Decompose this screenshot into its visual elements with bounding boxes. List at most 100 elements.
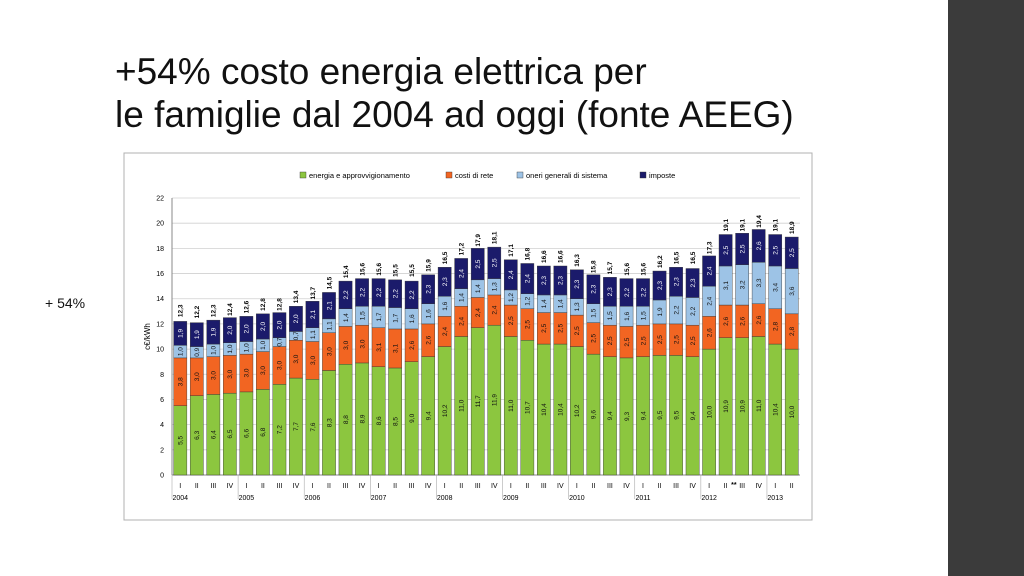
segment-label: 2,5	[607, 336, 614, 345]
segment-label: 2,2	[392, 289, 399, 298]
x-tick-label: III	[607, 483, 613, 490]
segment-label: 2,3	[425, 284, 432, 293]
segment-label: 2,3	[442, 277, 449, 286]
segment-label: 9,3	[624, 412, 631, 421]
segment-label: 1,1	[326, 321, 333, 330]
legend-swatch	[299, 171, 307, 179]
x-tick-label: II	[327, 483, 331, 490]
year-label: 2009	[503, 495, 519, 502]
bar-segment	[520, 263, 535, 294]
segment-label: 2,1	[326, 301, 333, 310]
segment-label: 2,3	[657, 281, 664, 290]
total-label: 15,8	[591, 260, 598, 273]
segment-label: 2,6	[409, 340, 416, 349]
segment-label: 1,4	[459, 293, 466, 302]
bar-segment	[619, 278, 634, 307]
total-label: 18,1	[492, 231, 499, 244]
slide-title: +54% costo energia elettrica per le famig…	[115, 51, 794, 135]
bar-segment	[289, 306, 303, 332]
annotation: **	[731, 482, 737, 489]
segment-label: 2,5	[624, 337, 631, 346]
segment-label: 2,6	[756, 241, 763, 250]
x-tick-label: III	[210, 483, 216, 490]
segment-label: 10,9	[739, 400, 746, 413]
total-label: 16,8	[525, 247, 532, 260]
segment-label: 2,0	[227, 325, 234, 334]
bar-segment	[256, 313, 270, 340]
segment-label: 8,9	[359, 414, 366, 423]
total-label: 19,1	[773, 218, 780, 231]
total-label: 15,7	[607, 261, 614, 274]
bar-segment	[553, 265, 568, 296]
bar-segment	[305, 301, 320, 328]
y-tick-label: 20	[156, 221, 164, 228]
year-label: 2011	[635, 495, 650, 502]
x-tick-label: III	[673, 483, 679, 490]
total-label: 19,1	[723, 218, 730, 231]
bar-segment	[173, 321, 188, 346]
bar-segment	[223, 317, 237, 343]
y-tick-label: 8	[160, 372, 164, 379]
segment-label: 10,0	[706, 405, 713, 418]
segment-label: 1,6	[442, 301, 449, 310]
segment-label: 9,5	[673, 410, 680, 419]
bar-segment	[206, 319, 221, 345]
segment-label: 2,3	[690, 278, 697, 287]
segment-label: 2,2	[409, 290, 416, 299]
bar-segment	[371, 278, 386, 307]
segment-label: 2,3	[541, 276, 548, 285]
segment-label: 3,2	[739, 280, 746, 289]
x-tick-label: III	[541, 483, 547, 490]
segment-label: 3,4	[773, 282, 780, 291]
bar-segment	[784, 236, 799, 269]
segment-label: 1,9	[178, 328, 185, 337]
y-tick-label: 14	[156, 296, 164, 303]
segment-label: 2,4	[706, 296, 713, 305]
segment-label: 3,6	[789, 286, 796, 295]
segment-label: 0,9	[194, 347, 201, 356]
segment-label: 10,4	[773, 403, 780, 416]
segment-label: 1,6	[425, 309, 432, 318]
segment-label: 2,8	[789, 327, 796, 336]
y-tick-label: 2	[160, 447, 164, 454]
segment-label: 11,0	[459, 399, 466, 412]
legend-label: energia e approvvigionamento	[309, 171, 410, 180]
segment-label: 1,3	[574, 302, 581, 311]
x-tick-label: I	[378, 483, 380, 490]
segment-label: 9,5	[657, 410, 664, 419]
x-tick-label: IV	[623, 483, 630, 490]
segment-label: 2,5	[475, 259, 482, 268]
total-label: 19,4	[756, 215, 763, 228]
segment-label: 2,5	[508, 316, 515, 325]
segment-label: 3,0	[343, 340, 350, 349]
segment-label: 2,3	[574, 279, 581, 288]
segment-label: 11,7	[475, 395, 482, 408]
x-tick-label: I	[642, 483, 644, 490]
total-label: 12,6	[244, 300, 251, 313]
segment-label: 9,0	[409, 413, 416, 422]
total-label: 16,3	[574, 254, 581, 267]
bar-segment	[437, 267, 452, 297]
total-label: 17,9	[475, 234, 482, 247]
segment-label: 3,0	[277, 361, 284, 370]
segment-label: 3,3	[756, 278, 763, 287]
segment-label: 2,2	[343, 290, 350, 299]
x-tick-label: III	[475, 483, 481, 490]
segment-label: 10,2	[574, 404, 581, 417]
segment-label: 1,2	[525, 296, 532, 305]
segment-label: 2,2	[624, 288, 631, 297]
bar-segment	[586, 274, 601, 304]
segment-label: 9,4	[425, 411, 432, 420]
bar-segment	[603, 277, 617, 307]
segment-label: 2,2	[690, 306, 697, 315]
segment-label: 6,4	[211, 430, 218, 439]
segment-label: 2,5	[492, 258, 499, 267]
segment-label: 1,6	[409, 314, 416, 323]
total-label: 13,4	[293, 290, 300, 303]
bar-segment	[355, 278, 369, 307]
segment-label: 1,0	[178, 347, 185, 356]
bar-segment	[239, 316, 254, 342]
segment-label: 3,0	[244, 368, 251, 377]
total-label: 15,6	[376, 263, 383, 276]
year-label: 2004	[172, 495, 188, 502]
